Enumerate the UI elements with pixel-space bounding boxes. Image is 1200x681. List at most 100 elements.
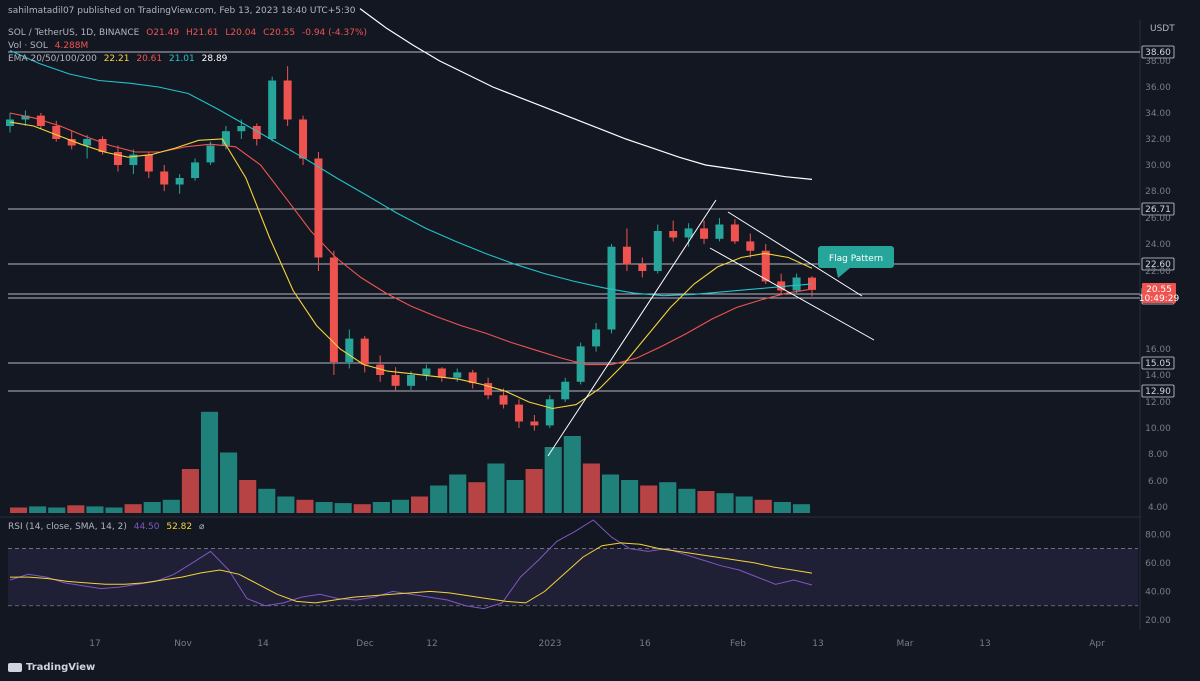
- price-tick-label: 36.00: [1145, 83, 1171, 93]
- candle-body: [761, 250, 770, 282]
- candle-body: [21, 115, 30, 120]
- volume-bar: [86, 506, 104, 513]
- candle-body: [576, 346, 585, 382]
- candle-body: [237, 126, 246, 132]
- volume-bar: [200, 411, 219, 513]
- symbol-label: SOL / TetherUS, 1D, BINANCE: [8, 28, 140, 38]
- volume-bar: [468, 482, 486, 513]
- volume-legend: Vol · SOL 4.288M: [8, 41, 92, 51]
- volume-bar: [697, 491, 715, 513]
- candle-body: [113, 152, 122, 165]
- ohlc-high: H21.61: [185, 28, 219, 38]
- volume-bar: [525, 469, 543, 513]
- candle-body: [715, 224, 724, 239]
- candle-body: [175, 178, 184, 185]
- price-tick-label: 30.00: [1145, 161, 1171, 171]
- ema100-value: 21.01: [168, 54, 195, 64]
- brand-name: TradingView: [26, 662, 96, 673]
- rsi-tick-label: 20.00: [1145, 616, 1171, 626]
- volume-bar: [315, 502, 333, 513]
- volume-bar: [621, 480, 639, 513]
- price-tick-label: 24.00: [1145, 240, 1171, 250]
- level-label: 12.90: [1145, 387, 1171, 397]
- volume-bar: [143, 502, 161, 513]
- level-label: 26.71: [1145, 205, 1171, 215]
- eye-icon[interactable]: ⌀: [199, 522, 205, 532]
- price-tick-label: 28.00: [1145, 187, 1171, 197]
- time-tick-label: 13: [979, 639, 990, 649]
- flag-pole-line: [547, 199, 717, 457]
- ohlc-change: -0.94 (-4.37%): [302, 28, 368, 38]
- price-tick-label: 16.00: [1145, 345, 1171, 355]
- level-label-box: [1141, 356, 1175, 370]
- volume-bar: [105, 507, 123, 513]
- ema50-line: [9, 112, 813, 366]
- rsi-band-fill: [8, 548, 1138, 606]
- volume-bar: [372, 502, 390, 513]
- candle-body: [314, 158, 323, 258]
- price-tick-label: 12.00: [1145, 398, 1171, 408]
- tradingview-logo-icon: [8, 663, 22, 672]
- candle-body: [144, 154, 153, 172]
- candle-body: [499, 395, 508, 405]
- volume-bar: [678, 488, 696, 513]
- volume-bar: [67, 505, 85, 513]
- level-label-box: [1141, 257, 1175, 271]
- price-tick-label: 26.00: [1145, 214, 1171, 224]
- candle-body: [746, 241, 755, 251]
- candle-body: [299, 119, 308, 159]
- time-tick-label: 2023: [539, 639, 562, 649]
- candle-body: [283, 80, 292, 120]
- candle-body: [407, 375, 415, 386]
- candle-body: [592, 329, 601, 347]
- rsi-legend: RSI (14, close, SMA, 14, 2) 44.50 52.82 …: [8, 522, 208, 532]
- volume-bar: [220, 452, 238, 513]
- rsi-value: 44.50: [133, 522, 160, 532]
- candle-body: [206, 145, 215, 163]
- ema100-line: [9, 49, 813, 297]
- candle-body: [638, 264, 647, 271]
- candle-body: [268, 80, 277, 139]
- price-tick-label: 8.00: [1148, 450, 1168, 460]
- volume-bar: [582, 463, 600, 513]
- candle-body: [684, 228, 693, 238]
- candle-body: [67, 139, 76, 146]
- candle-body: [669, 231, 678, 238]
- volume-bar: [430, 485, 448, 513]
- volume-bar: [29, 506, 47, 513]
- volume-bar: [659, 482, 677, 513]
- candle-body: [561, 381, 570, 400]
- volume-bar: [277, 496, 295, 513]
- candle-body: [6, 119, 14, 126]
- candle-body: [514, 404, 523, 422]
- candle-body: [700, 228, 709, 239]
- candle-body: [545, 399, 554, 426]
- ema50-value: 20.61: [136, 54, 163, 64]
- flag-lower-line: [709, 247, 875, 341]
- volume-bar: [640, 485, 658, 513]
- ohlc-low: L20.04: [225, 28, 257, 38]
- volume-bar: [181, 469, 199, 513]
- volume-bar: [239, 480, 257, 513]
- candle-body: [777, 281, 786, 291]
- volume-label: Vol · SOL: [8, 41, 48, 51]
- flag-label-bubble: [818, 246, 894, 268]
- candle-body: [52, 126, 61, 139]
- ema200-line: [359, 8, 813, 180]
- flag-upper-line: [727, 211, 863, 297]
- volume-bar: [411, 496, 429, 513]
- candle-body: [622, 246, 631, 265]
- candle-body: [422, 368, 431, 375]
- time-tick-label: 14: [257, 639, 269, 649]
- rsi-sma-value: 52.82: [166, 522, 193, 532]
- volume-bar: [487, 463, 505, 513]
- volume-bar: [353, 504, 371, 513]
- rsi-sma-line: [10, 542, 813, 604]
- candle-body: [530, 421, 539, 426]
- price-tick-label: 38.00: [1145, 57, 1171, 67]
- time-tick-label: 16: [639, 639, 651, 649]
- rsi-tick-label: 60.00: [1145, 559, 1171, 569]
- volume-bar: [391, 499, 409, 513]
